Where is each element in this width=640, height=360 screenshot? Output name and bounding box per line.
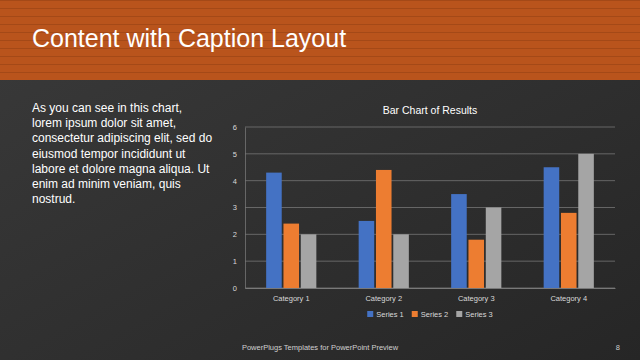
x-tick: Category 3 xyxy=(458,288,495,303)
bar xyxy=(301,234,317,288)
x-tick: Category 2 xyxy=(365,288,402,303)
x-tick-label: Category 3 xyxy=(458,294,495,303)
bar xyxy=(283,224,299,288)
legend-label: Series 3 xyxy=(465,310,493,319)
slide-title: Content with Caption Layout xyxy=(32,24,346,52)
grid-line xyxy=(245,207,615,208)
y-tick-label: 5 xyxy=(233,150,237,159)
bar xyxy=(468,240,484,288)
x-tick-label: Category 1 xyxy=(273,294,310,303)
y-tick-label: 2 xyxy=(233,230,237,239)
bars xyxy=(266,154,594,288)
y-axis-line xyxy=(245,128,246,289)
x-tick-label: Category 2 xyxy=(365,294,402,303)
y-tick: 0 xyxy=(233,284,245,293)
legend-item: Series 3 xyxy=(456,310,493,319)
caption-line: nostrud. xyxy=(32,192,75,206)
legend-label: Series 2 xyxy=(421,310,449,319)
brick-line xyxy=(0,64,640,65)
grid-line xyxy=(245,288,615,289)
chart-title: Bar Chart of Results xyxy=(383,104,478,116)
legend-item: Series 2 xyxy=(412,310,449,319)
y-tick: 1 xyxy=(233,257,245,266)
y-tick: 5 xyxy=(233,150,245,159)
legend: Series 1 Series 2 Series 3 xyxy=(367,310,493,319)
y-tick-label: 3 xyxy=(233,203,237,212)
bar xyxy=(451,194,467,288)
bar xyxy=(393,234,409,288)
caption: As you can see in this chart,lorem ipsum… xyxy=(32,101,212,206)
y-tick: 6 xyxy=(233,123,245,132)
y-tick-label: 6 xyxy=(233,123,237,132)
legend-swatch xyxy=(367,311,373,317)
background xyxy=(0,0,640,360)
y-tick: 4 xyxy=(233,177,245,186)
chart: 0123456Category 1Category 2Category 3Cat… xyxy=(233,123,616,303)
brick-line xyxy=(0,56,640,57)
y-tick: 2 xyxy=(233,230,245,239)
grid-line xyxy=(245,153,615,154)
caption-line: lorem ipsum dolor sit amet, xyxy=(32,116,176,130)
caption-line: enim ad minim veniam, quis xyxy=(32,177,181,191)
x-tick: Category 4 xyxy=(550,288,587,303)
legend-label: Series 1 xyxy=(376,310,404,319)
y-axis: 0 1 2 3 4 5 6 xyxy=(233,123,246,293)
page-number: 8 xyxy=(616,343,620,352)
header-band xyxy=(0,0,640,80)
brick-line xyxy=(0,0,640,1)
footer: PowerPlugs Templates for PowerPoint Prev… xyxy=(242,343,399,352)
header-pattern xyxy=(0,1,640,73)
legend-item: Series 1 xyxy=(367,310,404,319)
brick-line xyxy=(0,8,640,9)
bar xyxy=(486,208,502,289)
legend-swatch xyxy=(412,311,418,317)
caption-line: As you can see in this chart, xyxy=(32,101,182,115)
slide: Content with Caption Layout As you can se… xyxy=(0,0,640,360)
brick-line xyxy=(0,16,640,17)
caption-line: labore et dolore magna aliqua. Ut xyxy=(32,162,210,176)
y-tick-label: 4 xyxy=(233,177,237,186)
x-axis: Category 1 Category 2 Category 3 Category 4 xyxy=(246,288,616,303)
y-tick-label: 0 xyxy=(233,284,237,293)
y-tick: 3 xyxy=(233,203,245,212)
bar xyxy=(376,170,392,288)
bar xyxy=(266,173,282,288)
x-tick: Category 1 xyxy=(273,288,310,303)
grid-line xyxy=(245,127,615,128)
bar xyxy=(359,221,375,288)
bar xyxy=(544,167,560,288)
grid-line xyxy=(245,234,615,235)
legend-swatch xyxy=(456,311,462,317)
x-tick-label: Category 4 xyxy=(550,294,587,303)
brick-line xyxy=(0,72,640,73)
grid-line xyxy=(245,180,615,181)
bar xyxy=(561,213,577,288)
y-tick-label: 1 xyxy=(233,257,237,266)
bar xyxy=(578,154,594,288)
caption-line: eiusmod tempor incididunt ut xyxy=(32,147,186,161)
grid xyxy=(245,127,615,288)
grid-line xyxy=(245,261,615,262)
x-axis-line xyxy=(246,288,616,289)
caption-line: consectetur adipiscing elit, sed do xyxy=(32,131,212,145)
